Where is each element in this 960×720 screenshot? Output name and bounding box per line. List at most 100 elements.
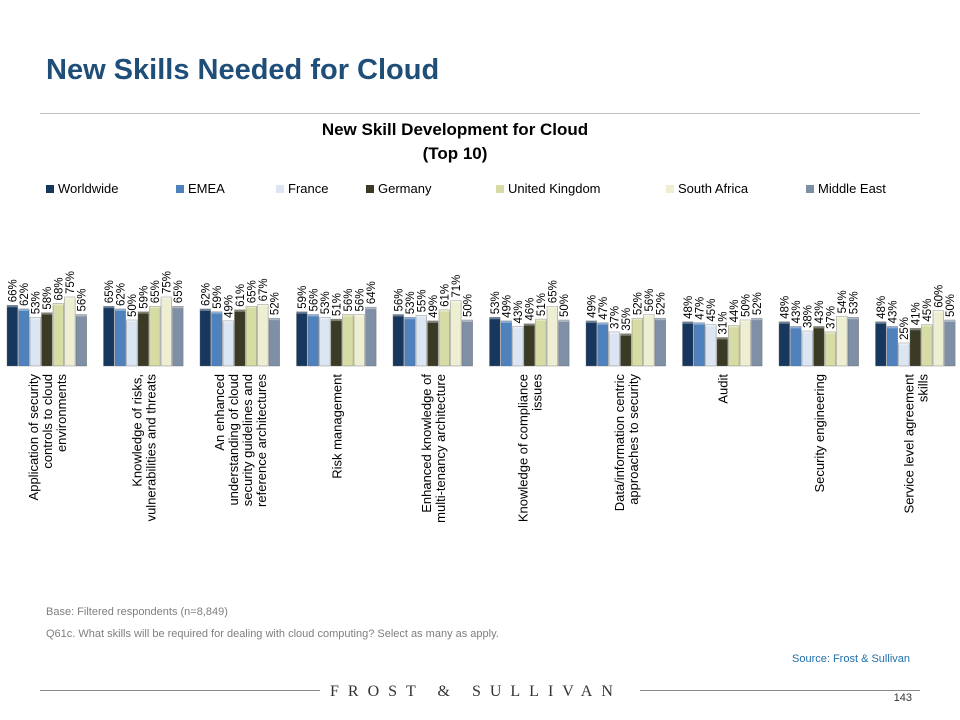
category-label: security guidelines and (240, 374, 255, 506)
data-label: 59% (297, 286, 309, 309)
bar (597, 322, 609, 367)
category-label: Audit (716, 374, 731, 404)
bar (29, 317, 41, 367)
bar (489, 317, 501, 367)
data-label: 38% (802, 305, 814, 328)
question-note: Q61c. What skills will be required for d… (46, 628, 499, 640)
data-label: 56% (354, 288, 366, 311)
bar-highlight (439, 309, 450, 312)
bar (778, 321, 790, 367)
bar-highlight (200, 308, 211, 311)
data-label: 53% (405, 291, 417, 314)
legend-label: Middle East (818, 181, 886, 196)
legend-item: Worldwide (46, 181, 118, 196)
bar (18, 308, 30, 367)
bar (751, 317, 763, 367)
bar-highlight (331, 319, 342, 322)
bar-highlight (813, 326, 825, 329)
bar (211, 311, 223, 367)
bar (353, 314, 365, 367)
data-label: 54% (837, 290, 849, 313)
bar-highlight (597, 322, 609, 325)
data-label: 47% (598, 297, 610, 320)
bar (404, 317, 416, 367)
chart-title-block: New Skill Development for Cloud (Top 10) (230, 118, 680, 166)
bar-highlight (76, 314, 87, 317)
category-label: vulnerabilities and threats (144, 374, 159, 522)
data-label: 56% (644, 288, 656, 311)
category-label: approaches to security (626, 374, 641, 505)
legend-swatch (806, 184, 814, 193)
data-label: 50% (559, 294, 571, 317)
legend-item: South Africa (666, 181, 748, 196)
bar (608, 331, 620, 367)
category-label: reference architectures (254, 374, 269, 507)
bar-highlight (404, 317, 416, 320)
data-label: 51% (331, 293, 343, 316)
data-label: 56% (76, 288, 88, 311)
data-label: 44% (729, 299, 741, 322)
bar-highlight (751, 318, 763, 321)
slide-title: New Skills Needed for Cloud (46, 54, 440, 86)
bar (932, 310, 944, 367)
bar (64, 296, 76, 367)
bar (705, 324, 717, 367)
bar (438, 309, 450, 367)
bar (450, 300, 462, 367)
bar-highlight (427, 320, 439, 323)
data-label: 62% (200, 283, 212, 306)
data-label: 50% (127, 294, 139, 317)
data-label: 45% (706, 299, 718, 322)
data-label: 52% (655, 292, 667, 315)
category-label: Knowledge of compliance (516, 374, 531, 522)
data-label: 67% (258, 278, 270, 301)
bar-highlight (30, 317, 41, 320)
base-note: Base: Filtered respondents (n=8,849) (46, 606, 228, 618)
bar-highlight (365, 307, 377, 310)
category-label: controls to cloud (40, 374, 55, 469)
bar-highlight (887, 326, 898, 329)
bar (149, 306, 161, 367)
bar (824, 331, 836, 367)
bar (296, 311, 308, 367)
data-label: 59% (138, 286, 150, 309)
data-label: 75% (161, 271, 173, 294)
bar-highlight (836, 316, 848, 319)
bar-highlight (416, 315, 427, 318)
legend-label: South Africa (678, 181, 749, 196)
bar (643, 314, 655, 367)
bar-highlight (501, 320, 512, 323)
bar (620, 333, 632, 367)
data-label: 45% (922, 299, 934, 322)
bar-highlight (609, 331, 620, 334)
bar-highlight (717, 337, 728, 340)
bar (257, 304, 269, 367)
data-label: 25% (899, 317, 911, 340)
footer-rule-left (40, 690, 320, 691)
data-label: 61% (235, 284, 247, 307)
bar-highlight (41, 312, 53, 315)
data-label: 50% (945, 294, 957, 317)
data-label: 43% (513, 300, 525, 323)
category-label: Risk management (330, 374, 345, 479)
bar-highlight (512, 326, 524, 329)
category-label: Application of security (26, 374, 41, 501)
footer-rule-right (640, 690, 920, 691)
bar (558, 319, 570, 367)
bar (392, 314, 404, 367)
category-label: environments (54, 374, 69, 453)
bar-highlight (875, 321, 887, 324)
bar (342, 314, 354, 367)
data-label: 35% (621, 308, 633, 331)
bar (886, 326, 898, 367)
data-label: 56% (343, 288, 355, 311)
data-label: 65% (246, 280, 258, 303)
bar-highlight (138, 311, 149, 314)
bar (461, 319, 473, 367)
bar (898, 342, 910, 367)
bar-highlight (269, 318, 280, 321)
data-label: 43% (791, 300, 803, 323)
data-label: 56% (308, 288, 320, 311)
bar (523, 323, 535, 367)
